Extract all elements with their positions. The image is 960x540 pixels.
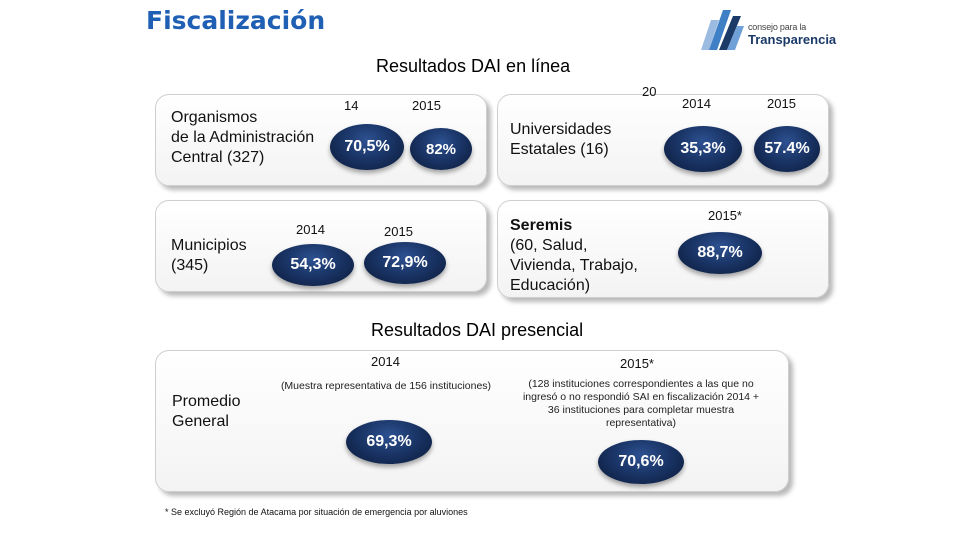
presencial-note-b: (128 instituciones correspondientes a la… — [522, 378, 760, 429]
presencial-year-b: 2015* — [620, 356, 654, 371]
municipios-year-b: 2015 — [384, 224, 413, 239]
presencial-year-a: 2014 — [371, 354, 400, 369]
page-title: Fiscalización — [146, 6, 326, 35]
municipios-label: Municipios (345) — [171, 237, 247, 274]
municipios-pct-a: 54,3% — [272, 244, 354, 286]
logo-text-small: consejo para la — [748, 22, 807, 32]
seremis-pct-a: 88,7% — [678, 232, 762, 274]
logo-text-big: Transparencia — [748, 32, 837, 47]
presencial-note-a: (Muestra representativa de 156 instituci… — [280, 380, 492, 392]
footnote: * Se excluyó Región de Atacama por situa… — [165, 507, 468, 517]
universidades-year-a: 2014 — [682, 96, 711, 111]
presencial-label: Promedio General — [172, 393, 241, 430]
organismos-label: Organismos de la Administración Central … — [171, 109, 315, 166]
presencial-pct-b: 70,6% — [598, 440, 684, 484]
seremis-year-a: 2015* — [708, 208, 742, 223]
universidades-year-b: 2015 — [767, 96, 796, 111]
municipios-year-a: 2014 — [296, 222, 325, 237]
organismos-pct-a: 70,5% — [330, 124, 404, 170]
logo-mark-icon — [701, 10, 744, 50]
universidades-pct-a: 35,3% — [664, 126, 742, 172]
organismos-pct-b: 82% — [410, 128, 472, 170]
organismos-year-b: 2015 — [412, 98, 441, 113]
universidades-pct-b: 57.4% — [754, 126, 820, 172]
panel-presencial — [155, 350, 789, 492]
presencial-pct-a: 69,3% — [346, 420, 432, 464]
online-results-title: Resultados DAI en línea — [376, 56, 571, 76]
universidades-label: Universidades Estatales (16) — [510, 121, 612, 158]
overflow-digits: 20 — [642, 84, 657, 99]
presencial-results-title: Resultados DAI presencial — [371, 320, 584, 340]
organismos-year-a: 14 — [344, 98, 359, 113]
panel-seremis — [497, 200, 829, 298]
seremis-label: Seremis (60, Salud, Vivienda, Trabajo, E… — [510, 217, 638, 294]
municipios-pct-b: 72,9% — [364, 242, 446, 284]
